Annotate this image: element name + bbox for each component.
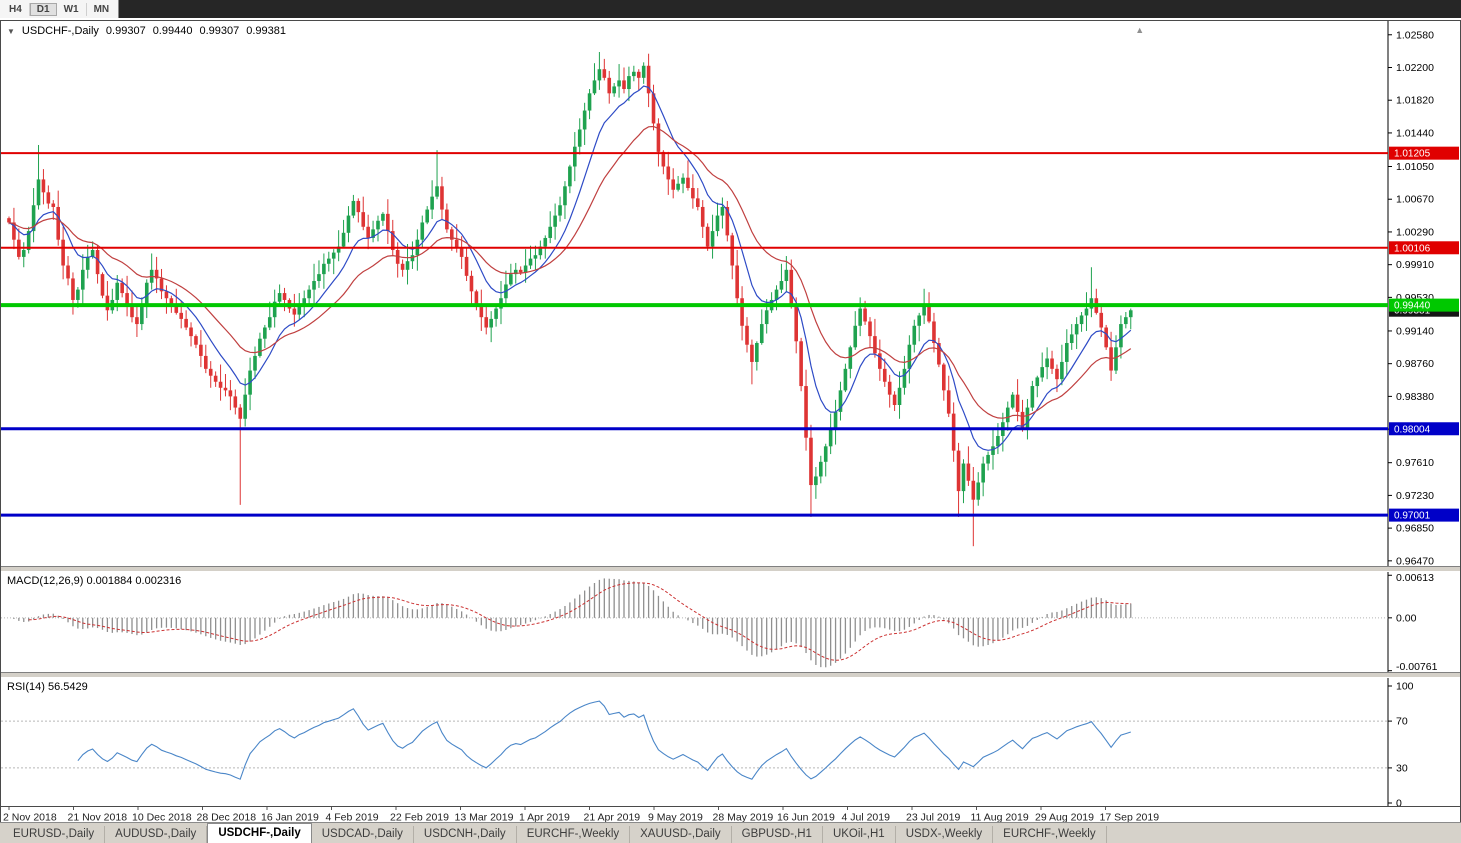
macd-panel[interactable]: 0.00613 0.00 -0.00761 MACD(12,26,9) 0.0018… bbox=[1, 572, 1460, 672]
svg-text:0.98004: 0.98004 bbox=[1394, 424, 1431, 435]
date-axis-canvas: 2 Nov 2018 21 Nov 2018 10 Dec 2018 28 Dec 2… bbox=[3, 807, 1160, 824]
date-axis: 2 Nov 2018 21 Nov 2018 10 Dec 2018 28 Dec 2… bbox=[1, 806, 1460, 826]
tab-ukoil-h1[interactable]: UKOil-,H1 bbox=[823, 826, 896, 843]
timeframe-button-w1[interactable]: W1 bbox=[57, 2, 87, 16]
svg-text:0.97230: 0.97230 bbox=[1396, 490, 1434, 502]
svg-text:1.00290: 1.00290 bbox=[1396, 226, 1434, 238]
svg-text:1.01050: 1.01050 bbox=[1396, 161, 1434, 173]
svg-text:16 Jan 2019: 16 Jan 2019 bbox=[261, 812, 319, 824]
hline-price-box bbox=[1389, 241, 1459, 255]
rsi-chart-canvas[interactable]: 100 70 30 0 bbox=[1, 678, 1460, 806]
svg-text:1.00670: 1.00670 bbox=[1396, 194, 1434, 206]
svg-text:0.99140: 0.99140 bbox=[1396, 325, 1434, 337]
svg-text:9 May 2019: 9 May 2019 bbox=[648, 812, 703, 824]
svg-text:22 Feb 2019: 22 Feb 2019 bbox=[390, 812, 449, 824]
tab-usdchf-daily[interactable]: USDCHF-,Daily bbox=[207, 823, 312, 843]
svg-text:1.01440: 1.01440 bbox=[1396, 127, 1434, 139]
hline-price-box bbox=[1389, 422, 1459, 436]
tab-eurchf-weekly[interactable]: EURCHF-,Weekly bbox=[993, 826, 1107, 843]
price-panel[interactable]: 1.02580 1.02200 1.01820 1.01440 1.01050 1.006… bbox=[1, 21, 1460, 566]
svg-text:0.00: 0.00 bbox=[1396, 612, 1417, 624]
svg-text:4 Feb 2019: 4 Feb 2019 bbox=[326, 812, 379, 824]
tab-eurusd-daily[interactable]: EURUSD-,Daily bbox=[3, 826, 106, 843]
svg-text:21 Nov 2018: 21 Nov 2018 bbox=[68, 812, 128, 824]
rsi-title: RSI(14) 56.5429 bbox=[7, 681, 88, 693]
chart-symbol-label: USDCHF-,Daily bbox=[21, 25, 99, 37]
svg-text:70: 70 bbox=[1396, 716, 1408, 728]
svg-text:1.01205: 1.01205 bbox=[1394, 149, 1431, 160]
svg-text:0.00613: 0.00613 bbox=[1396, 572, 1434, 584]
svg-text:10 Dec 2018: 10 Dec 2018 bbox=[132, 812, 192, 824]
svg-text:0.98380: 0.98380 bbox=[1396, 391, 1434, 403]
svg-text:1.00106: 1.00106 bbox=[1394, 243, 1431, 254]
chart-dropdown-icon[interactable]: ▼ bbox=[7, 26, 15, 36]
svg-text:0.96470: 0.96470 bbox=[1396, 555, 1434, 566]
price-chart-canvas[interactable]: 1.02580 1.02200 1.01820 1.01440 1.01050 1.006… bbox=[1, 21, 1460, 566]
svg-text:17 Sep 2019: 17 Sep 2019 bbox=[1100, 812, 1160, 824]
ohlc-open: 0.99307 bbox=[105, 25, 146, 37]
chart-window: 1.02580 1.02200 1.01820 1.01440 1.01050 1.006… bbox=[0, 20, 1461, 826]
timeframe-toolbar: H4 D1 W1 MN bbox=[0, 0, 1461, 18]
svg-text:28 May 2019: 28 May 2019 bbox=[713, 812, 774, 824]
tab-gbpusd-h1[interactable]: GBPUSD-,H1 bbox=[732, 826, 823, 843]
svg-text:1.02580: 1.02580 bbox=[1396, 29, 1434, 41]
svg-text:16 Jun 2019: 16 Jun 2019 bbox=[777, 812, 835, 824]
svg-text:100: 100 bbox=[1396, 681, 1414, 693]
tab-xauusd-daily[interactable]: XAUUSD-,Daily bbox=[630, 826, 732, 843]
tab-usdcnh-daily[interactable]: USDCNH-,Daily bbox=[414, 826, 517, 843]
panel-separator-macd[interactable] bbox=[1, 566, 1460, 572]
ohlc-close: 0.99381 bbox=[246, 25, 286, 37]
timeframe-buttons: H4 D1 W1 MN bbox=[0, 0, 120, 18]
tab-usdcad-daily[interactable]: USDCAD-,Daily bbox=[312, 826, 414, 843]
candlestick-series bbox=[7, 51, 1133, 547]
svg-text:23 Jul 2019: 23 Jul 2019 bbox=[906, 812, 960, 824]
svg-text:0.97610: 0.97610 bbox=[1396, 457, 1434, 469]
timeframe-button-d1[interactable]: D1 bbox=[29, 2, 57, 16]
timeframe-button-h4[interactable]: H4 bbox=[2, 2, 30, 16]
svg-text:0.99910: 0.99910 bbox=[1396, 259, 1434, 271]
svg-text:4 Jul 2019: 4 Jul 2019 bbox=[842, 812, 891, 824]
svg-text:13 Mar 2019: 13 Mar 2019 bbox=[455, 812, 514, 824]
svg-text:28 Dec 2018: 28 Dec 2018 bbox=[197, 812, 257, 824]
hline-price-box bbox=[1389, 298, 1459, 312]
chart-tab-bar: EURUSD-,Daily AUDUSD-,Daily USDCHF-,Daily U… bbox=[0, 822, 1461, 843]
svg-text:0.99440: 0.99440 bbox=[1394, 301, 1431, 312]
panel-separator-rsi[interactable] bbox=[1, 672, 1460, 678]
ohlc-low: 0.99307 bbox=[199, 25, 240, 37]
svg-text:-0.00761: -0.00761 bbox=[1396, 661, 1438, 672]
svg-text:0.96850: 0.96850 bbox=[1396, 523, 1434, 535]
ohlc-high: 0.99440 bbox=[152, 25, 193, 37]
svg-text:0.98760: 0.98760 bbox=[1396, 358, 1434, 370]
svg-text:2 Nov 2018: 2 Nov 2018 bbox=[3, 812, 57, 824]
svg-text:30: 30 bbox=[1396, 762, 1408, 774]
svg-text:0: 0 bbox=[1396, 798, 1402, 807]
macd-chart-canvas[interactable]: 0.00613 0.00 -0.00761 bbox=[1, 572, 1460, 672]
svg-text:1 Apr 2019: 1 Apr 2019 bbox=[519, 812, 570, 824]
svg-text:21 Apr 2019: 21 Apr 2019 bbox=[584, 812, 641, 824]
svg-text:11 Aug 2019: 11 Aug 2019 bbox=[971, 812, 1029, 824]
hline-price-box bbox=[1389, 508, 1459, 522]
svg-text:1.02200: 1.02200 bbox=[1396, 62, 1434, 74]
tab-usdx-weekly[interactable]: USDX-,Weekly bbox=[896, 826, 994, 843]
svg-text:0.97001: 0.97001 bbox=[1394, 511, 1431, 522]
chart-title: ▼ USDCHF-,Daily 0.99307 0.99440 0.99307 … bbox=[7, 25, 286, 37]
tab-eurchf-weekly[interactable]: EURCHF-,Weekly bbox=[517, 826, 631, 843]
macd-title: MACD(12,26,9) 0.001884 0.002316 bbox=[7, 575, 182, 587]
tab-audusd-daily[interactable]: AUDUSD-,Daily bbox=[105, 826, 208, 843]
toolbar-dark-area bbox=[119, 0, 1461, 18]
svg-text:1.01820: 1.01820 bbox=[1396, 95, 1434, 107]
hline-price-box bbox=[1389, 146, 1459, 160]
macd-histogram bbox=[13, 578, 1132, 668]
rsi-panel[interactable]: 100 70 30 0 RSI(14) 56.5429 bbox=[1, 678, 1460, 806]
svg-text:29 Aug 2019: 29 Aug 2019 bbox=[1035, 812, 1094, 824]
shift-marker-icon: ▲ bbox=[1135, 25, 1144, 35]
timeframe-button-mn[interactable]: MN bbox=[93, 3, 110, 15]
